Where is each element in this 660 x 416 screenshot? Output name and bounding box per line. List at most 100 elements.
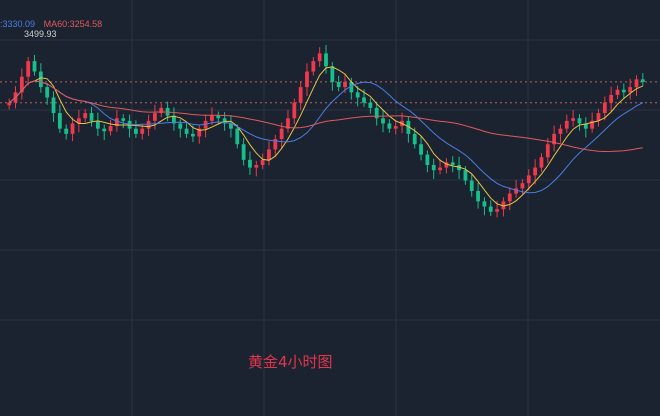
candle-body xyxy=(146,120,151,129)
candle-body xyxy=(545,144,550,158)
candle-body xyxy=(273,139,278,150)
candle-body xyxy=(83,113,88,119)
candle-body xyxy=(241,144,246,160)
highest-price-label: 3499.93 xyxy=(24,29,57,39)
candle-body xyxy=(552,133,557,145)
candle-body xyxy=(279,128,284,140)
candle-body xyxy=(229,123,233,129)
candle-body xyxy=(577,118,582,124)
candle-body xyxy=(583,123,588,129)
candle-body xyxy=(26,61,31,77)
candle-body xyxy=(311,61,316,72)
ma-short-line xyxy=(8,66,643,207)
candle-body xyxy=(355,92,360,98)
candle-body xyxy=(393,126,398,129)
candle-body xyxy=(476,190,480,202)
candle-body xyxy=(235,128,240,145)
candle-body xyxy=(317,53,322,62)
candle-body xyxy=(95,120,100,129)
candle-body xyxy=(412,133,417,145)
candle-body xyxy=(184,128,189,134)
candle-body xyxy=(172,115,176,124)
candle-body xyxy=(469,180,474,191)
candle-body xyxy=(514,188,518,194)
candle-body xyxy=(558,128,563,134)
candle-body xyxy=(444,162,449,168)
candle-body xyxy=(114,118,119,127)
candle-body xyxy=(362,97,366,103)
candle-body xyxy=(178,123,183,129)
candle-body xyxy=(324,53,328,67)
candle-body xyxy=(590,120,595,129)
candle-body xyxy=(45,87,50,98)
candle-body xyxy=(628,87,633,93)
candle-body xyxy=(222,118,227,124)
candle-body xyxy=(539,157,544,168)
candle-body xyxy=(38,71,43,88)
candle-body xyxy=(134,128,138,134)
candle-body xyxy=(482,201,487,207)
candle-body xyxy=(19,76,24,93)
candle-body xyxy=(374,107,379,119)
candle-body xyxy=(640,79,645,82)
ma60-legend-value: MA60:3254.58 xyxy=(43,19,103,29)
candle-body xyxy=(305,71,309,88)
candle-body xyxy=(197,128,202,137)
candle-body xyxy=(406,120,411,134)
candle-body xyxy=(248,159,252,168)
candle-body xyxy=(425,154,430,165)
candle-body xyxy=(159,107,164,114)
candle-body xyxy=(621,89,626,93)
candle-body xyxy=(70,123,75,134)
candle-body xyxy=(368,102,373,108)
candle-body xyxy=(615,89,620,95)
candle-body xyxy=(267,149,271,160)
candle-body xyxy=(108,126,113,132)
candle-body xyxy=(571,118,576,121)
candle-body xyxy=(488,206,493,212)
ma20-legend-value: :3330.09 xyxy=(0,19,36,29)
candle-body xyxy=(495,209,499,212)
candle-body xyxy=(298,87,303,103)
candle-body xyxy=(57,113,62,129)
candle-body xyxy=(438,167,442,171)
candle-body xyxy=(292,102,297,119)
candle-body xyxy=(32,61,37,72)
candle-body xyxy=(501,201,506,210)
candle-body xyxy=(336,81,341,88)
candle-body xyxy=(564,120,569,129)
candle-body xyxy=(507,193,512,202)
candle-body xyxy=(330,66,335,82)
candle-body xyxy=(102,128,107,132)
candle-body xyxy=(89,113,94,121)
candle-body xyxy=(463,170,468,181)
candle-body xyxy=(260,159,265,165)
candle-body xyxy=(343,81,347,88)
chart-caption: 黄金4小时图 xyxy=(248,353,333,371)
ma-legend: :3330.09 MA60:3254.58 xyxy=(0,19,108,29)
candle-body xyxy=(140,128,145,134)
candle-body xyxy=(609,94,614,103)
candle-body xyxy=(349,81,354,93)
candle-body xyxy=(216,115,221,119)
candle-body xyxy=(121,118,126,121)
candle-body xyxy=(450,162,455,165)
candle-body xyxy=(533,167,538,176)
candle-body xyxy=(76,118,81,124)
candle-body xyxy=(419,144,423,155)
candle-body xyxy=(51,97,56,114)
candle-body xyxy=(210,115,214,121)
candle-body xyxy=(634,79,639,88)
candle-body xyxy=(381,118,385,124)
candle-body xyxy=(191,133,195,137)
candle-body xyxy=(286,118,290,129)
ma-mid-line xyxy=(8,80,644,194)
candle-body xyxy=(526,175,531,184)
candle-body xyxy=(596,113,601,121)
candle-body xyxy=(64,128,69,134)
candle-body xyxy=(153,113,157,121)
ma-long-line xyxy=(8,80,643,153)
candle-body xyxy=(7,102,12,106)
